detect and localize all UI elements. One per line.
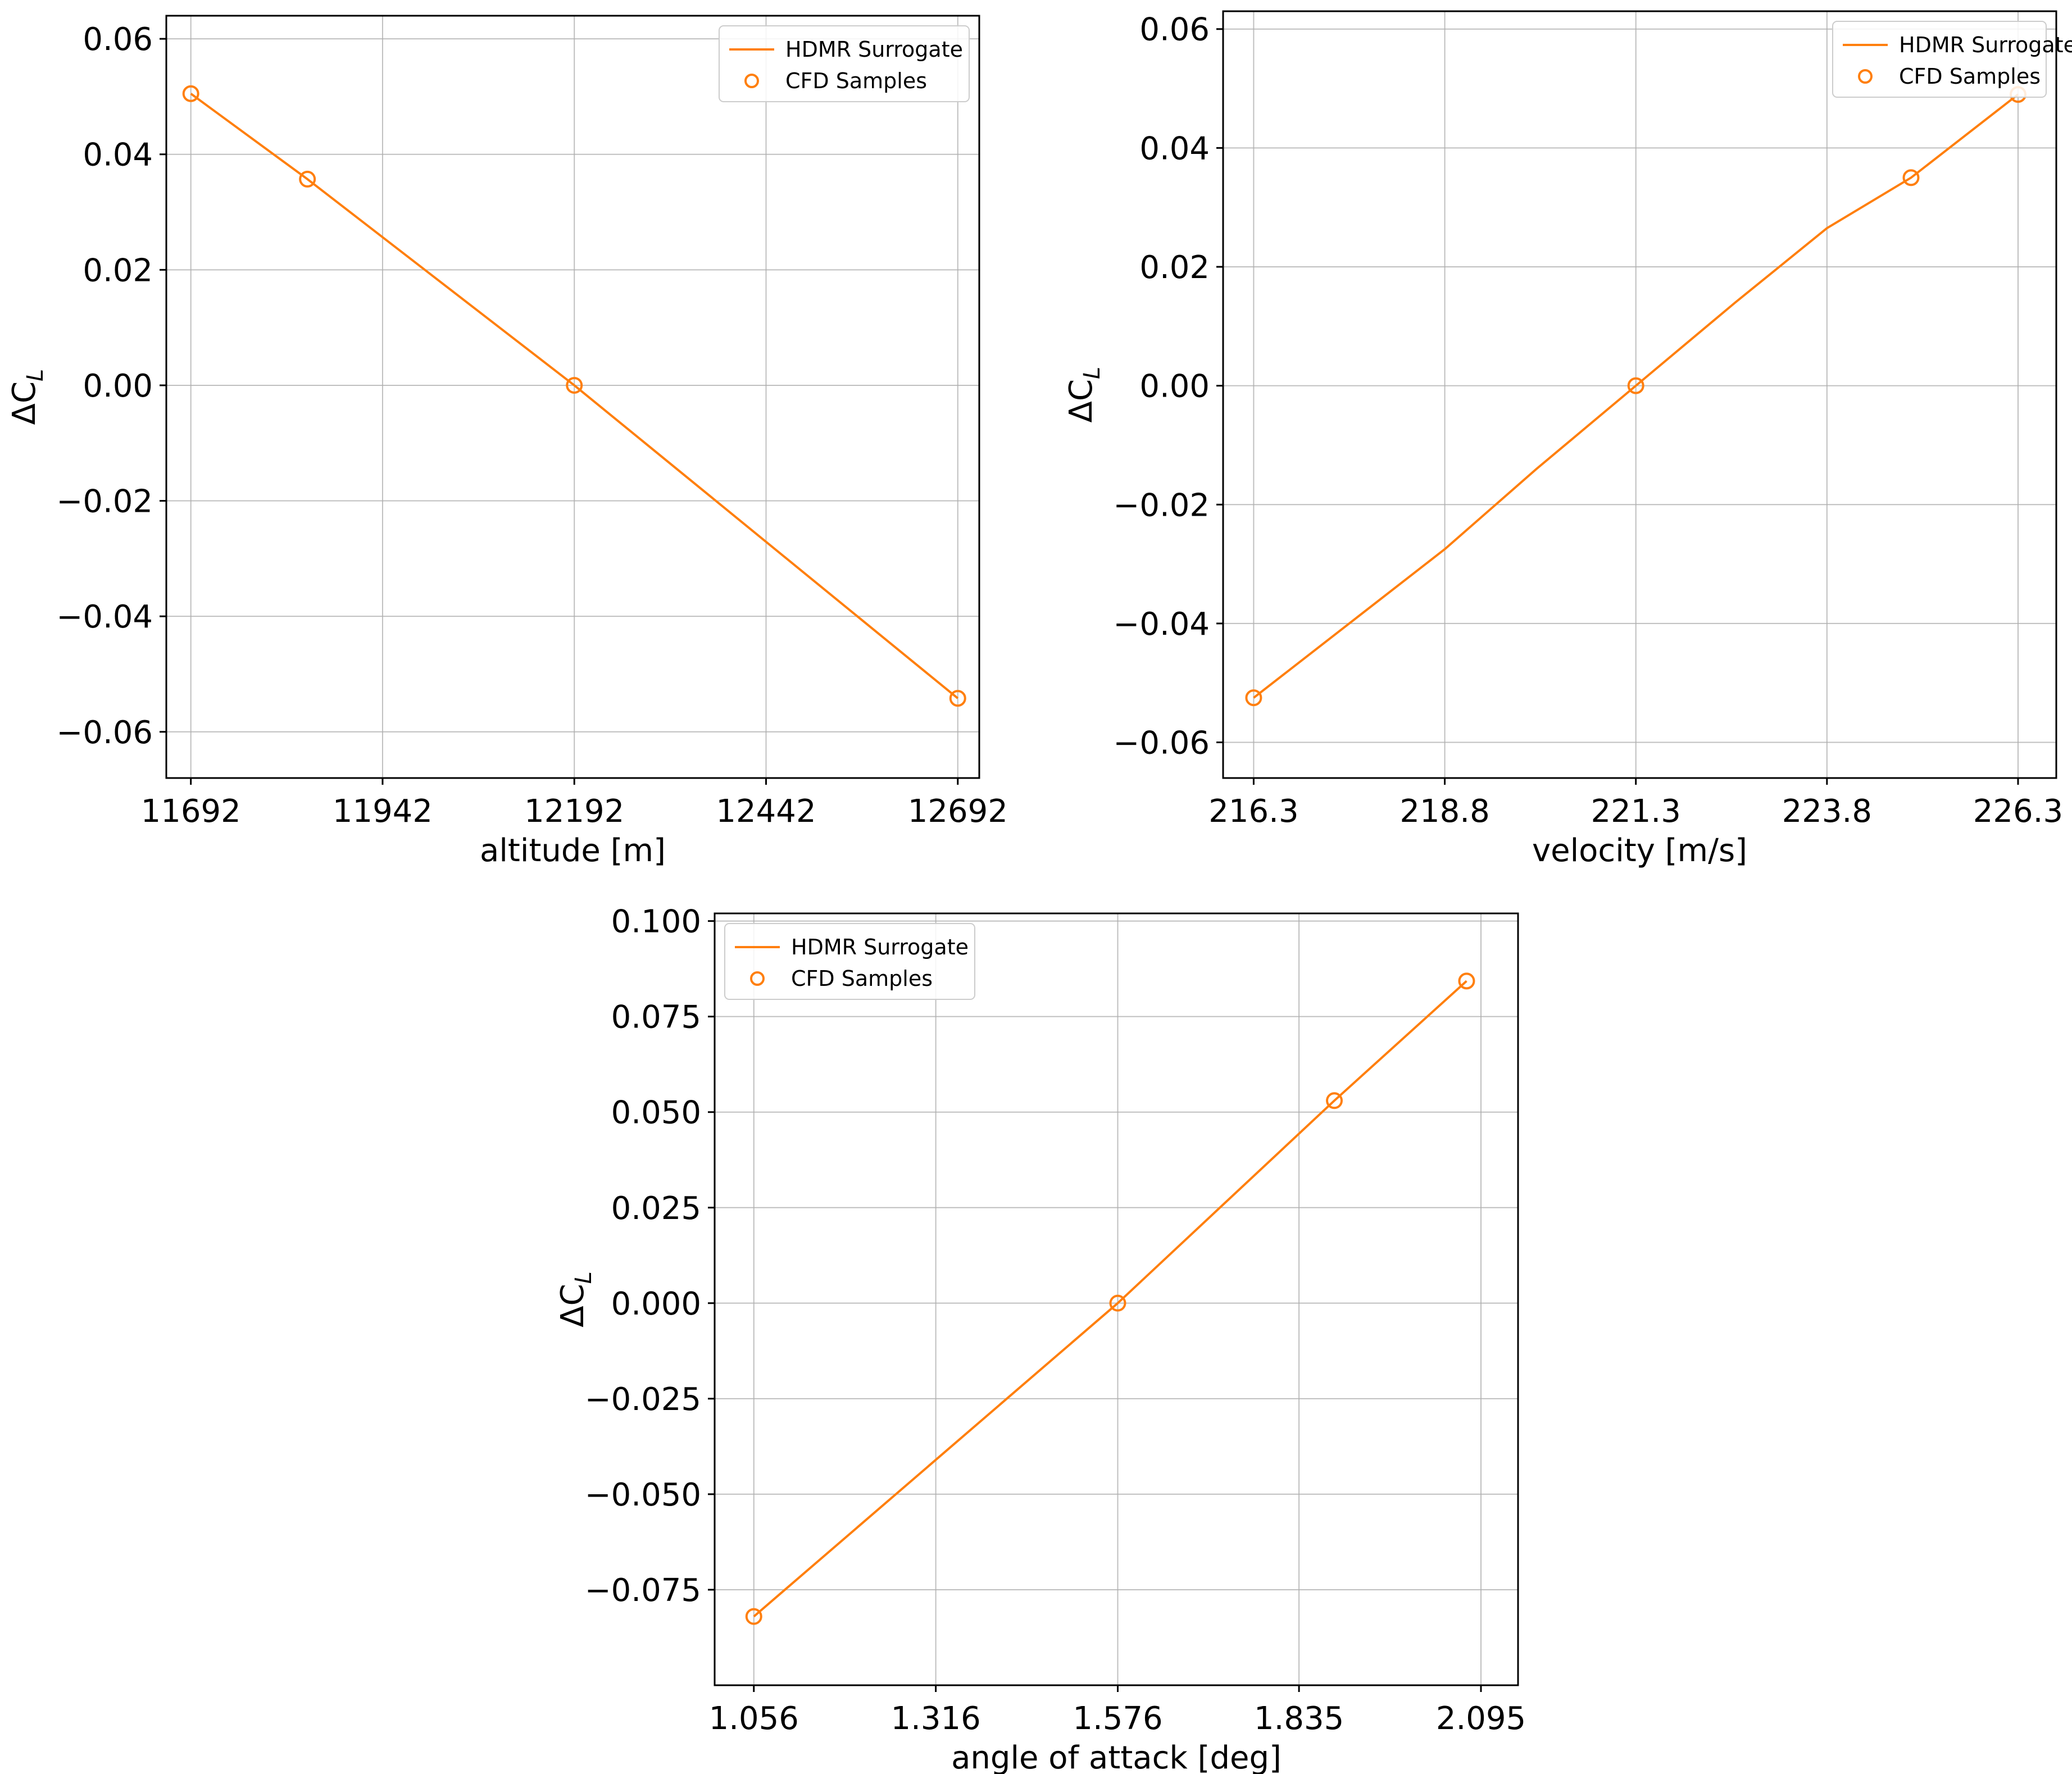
x-tick-label: 11692 (141, 793, 241, 830)
y-tick-label: −0.06 (1113, 725, 1210, 762)
legend-box (724, 923, 975, 1000)
legend-label-cfd-samples: CFD Samples (791, 966, 933, 991)
x-tick-label: 218.8 (1399, 793, 1489, 830)
x-tick-label: 12192 (524, 793, 624, 830)
y-axis-label-main: ΔC (555, 1284, 591, 1327)
y-tick-label: 0.000 (611, 1286, 701, 1322)
axes-frame (165, 15, 980, 779)
series-line-hdmr-surrogate (1253, 93, 2019, 699)
legend-label-cfd-samples: CFD Samples (1899, 64, 2041, 89)
subplot-3: 1.056 1.316 1.576 1.835 2.095 −0.075 −0.050 −0.… (555, 904, 1526, 1774)
y-tick-label: 0.075 (611, 999, 701, 1036)
y-tick-label: −0.04 (1113, 606, 1210, 643)
data-point-cfd-sample (566, 376, 583, 394)
y-tick-label: 0.00 (83, 368, 153, 404)
x-tick-label: 223.8 (1782, 793, 1872, 830)
y-tick-label: −0.06 (56, 715, 153, 751)
y-axis-label-subscript: L (1079, 367, 1105, 379)
y-tick-label: 0.04 (1139, 130, 1210, 167)
data-point-cfd-sample (1245, 689, 1262, 707)
series-line-hdmr-surrogate (190, 93, 959, 699)
y-tick-label: −0.075 (585, 1572, 701, 1609)
x-tick-label: 1.056 (709, 1700, 799, 1737)
y-tick-label: 0.00 (1139, 369, 1210, 405)
y-axis-label: ΔCL (6, 369, 48, 425)
y-tick-label: −0.02 (56, 484, 153, 520)
data-point-cfd-sample (1326, 1092, 1343, 1109)
plot-area (166, 16, 979, 778)
y-axis-label-main: ΔC (6, 381, 43, 425)
legend-marker-swatch (750, 971, 765, 986)
x-tick-label: 221.3 (1591, 793, 1681, 830)
y-axis-label-subscript: L (22, 369, 48, 381)
y-tick-label: −0.04 (56, 599, 153, 635)
x-tick-label: 2.095 (1436, 1700, 1526, 1737)
legend: HDMR Surrogate CFD Samples (1832, 21, 2072, 98)
subplot-2: 216.3 218.8 221.3 223.8 226.3 −0.06 −0.04 −0.02… (1063, 10, 2072, 869)
legend-label-hdmr-surrogate: HDMR Surrogate (785, 37, 963, 62)
y-axis-label: ΔCL (1063, 367, 1105, 423)
plot-area (715, 913, 1518, 1685)
x-tick-label: 11942 (333, 793, 433, 830)
data-point-cfd-sample (1627, 377, 1644, 394)
data-point-cfd-sample (182, 85, 199, 102)
legend-label-hdmr-surrogate: HDMR Surrogate (1899, 33, 2072, 57)
legend-marker-swatch (1858, 69, 1873, 84)
y-axis-label: ΔCL (555, 1271, 597, 1327)
x-tick-label: 1.576 (1073, 1700, 1162, 1737)
y-tick-label: 0.02 (1139, 249, 1210, 286)
y-tick-label: 0.04 (83, 137, 153, 174)
y-tick-label: −0.025 (585, 1381, 701, 1418)
x-tick-label: 216.3 (1208, 793, 1298, 830)
x-axis-label: altitude [m] (480, 833, 666, 869)
legend-box (719, 25, 970, 102)
legend-label-cfd-samples: CFD Samples (785, 69, 927, 93)
data-point-cfd-sample (745, 1608, 762, 1625)
x-tick-label: 12692 (908, 793, 1008, 830)
y-tick-label: 0.025 (611, 1190, 701, 1227)
plot-area (1223, 11, 2056, 778)
legend-box (1832, 21, 2047, 98)
data-point-cfd-sample (1458, 972, 1475, 990)
legend: HDMR Surrogate CFD Samples (724, 923, 975, 1000)
x-tick-label: 1.316 (890, 1700, 980, 1737)
data-point-cfd-sample (1109, 1294, 1126, 1312)
data-point-cfd-sample (1902, 169, 1920, 187)
legend-marker-swatch (744, 74, 759, 88)
subplot-1: 11692 11942 12192 12442 12692 −0.06 −0.04 −0.02… (6, 15, 1008, 869)
y-axis-label-subscript: L (571, 1271, 597, 1284)
axes-frame (714, 912, 1519, 1686)
legend-label-hdmr-surrogate: HDMR Surrogate (791, 935, 969, 959)
y-tick-label: −0.050 (585, 1477, 701, 1513)
axes-frame (1222, 10, 2057, 779)
x-tick-label: 1.835 (1254, 1700, 1344, 1737)
series-line-hdmr-surrogate (753, 980, 1467, 1618)
x-axis-label: angle of attack [deg] (951, 1740, 1282, 1774)
y-tick-label: 0.02 (83, 252, 153, 289)
y-axis-label-main: ΔC (1063, 379, 1099, 422)
y-tick-label: 0.100 (611, 904, 701, 940)
x-tick-label: 12442 (716, 793, 816, 830)
y-tick-label: 0.06 (1139, 12, 1210, 48)
x-tick-label: 226.3 (1973, 793, 2063, 830)
data-point-cfd-sample (299, 170, 316, 188)
y-tick-label: 0.050 (611, 1095, 701, 1131)
x-axis-label: velocity [m/s] (1532, 833, 1747, 869)
legend: HDMR Surrogate CFD Samples (719, 25, 970, 102)
y-tick-label: 0.06 (83, 21, 153, 58)
y-tick-label: −0.02 (1113, 487, 1210, 524)
data-point-cfd-sample (949, 690, 966, 707)
